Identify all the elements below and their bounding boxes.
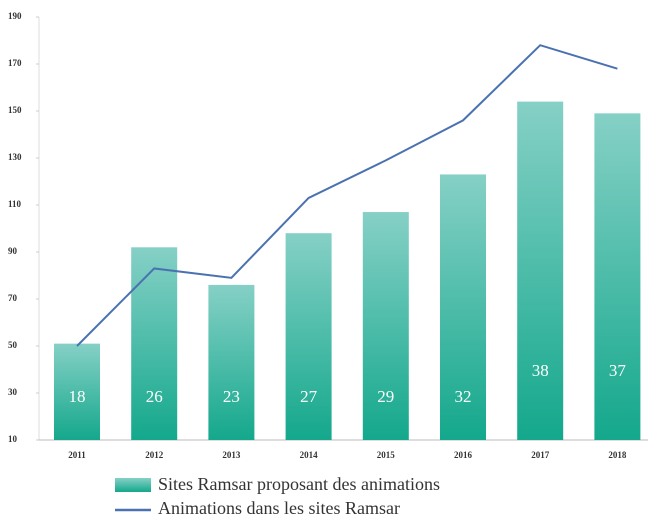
x-tick-label: 2013 xyxy=(222,450,241,460)
bar-text: 29 xyxy=(377,387,394,406)
bar xyxy=(131,247,178,440)
bar-text: 27 xyxy=(300,387,318,406)
legend-label: Sites Ramsar proposant des animations xyxy=(158,474,440,494)
bar xyxy=(285,233,332,440)
bar xyxy=(440,174,486,440)
bar xyxy=(208,284,255,440)
bar xyxy=(594,113,641,440)
bar xyxy=(362,212,409,440)
legend: Sites Ramsar proposant des animations An… xyxy=(115,474,440,518)
x-tick-label: 2014 xyxy=(300,450,319,460)
y-tick-label: 170 xyxy=(8,58,22,68)
y-tick-label: 50 xyxy=(8,340,18,350)
y-tick-label: 130 xyxy=(8,152,22,162)
bar-text: 26 xyxy=(146,387,163,406)
line xyxy=(76,44,618,347)
y-tick-label: 10 xyxy=(8,434,18,444)
x-tick-label: 2011 xyxy=(68,450,86,460)
y-tick-label: 70 xyxy=(8,293,18,303)
y-tick-label: 150 xyxy=(8,105,22,115)
x-tick-label: 2017 xyxy=(531,450,550,460)
legend-label: Animations dans les sites Ramsar xyxy=(158,498,400,518)
bar-text: 18 xyxy=(69,387,86,406)
x-tick-label: 2018 xyxy=(608,450,627,460)
x-tick-label: 2016 xyxy=(454,450,473,460)
y-tick-label: 190 xyxy=(8,11,22,21)
bar-text: 38 xyxy=(532,361,549,380)
bar-text: 37 xyxy=(609,361,627,380)
bar-text: 32 xyxy=(455,387,472,406)
legend-swatch xyxy=(115,478,151,492)
x-tick-label: 2012 xyxy=(145,450,164,460)
bar xyxy=(517,101,564,440)
y-tick-label: 90 xyxy=(8,246,18,256)
x-tick-label: 2015 xyxy=(377,450,396,460)
y-tick-label: 110 xyxy=(8,199,22,209)
bar xyxy=(54,343,100,440)
bar-text: 23 xyxy=(223,387,240,406)
y-tick-label: 30 xyxy=(8,387,18,397)
